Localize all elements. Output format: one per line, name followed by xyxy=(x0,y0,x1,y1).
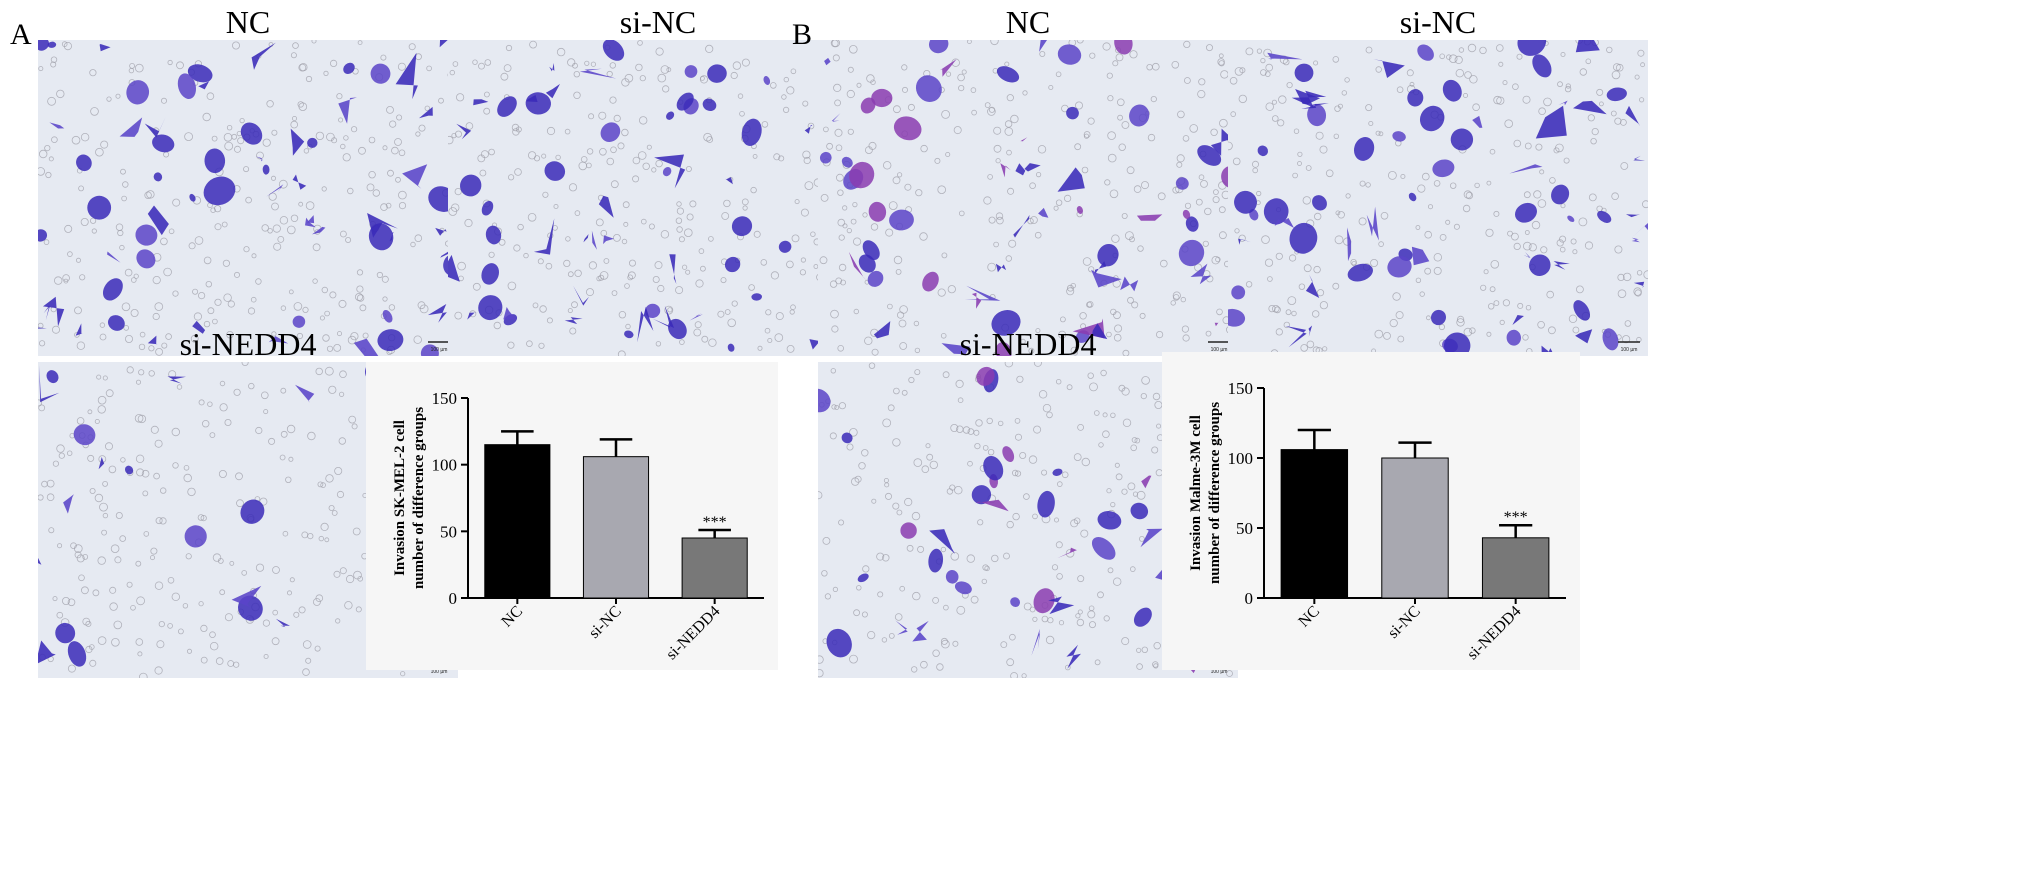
y-tick-label: 0 xyxy=(449,589,458,608)
image-title-b-si-nedd4: si-NEDD4 xyxy=(959,326,1097,362)
svg-text:100 µm: 100 µm xyxy=(1211,347,1228,353)
bar-chart-a: 0 50 100 150 Invasion SK-MEL-2 cell number of… xyxy=(366,362,778,670)
x-tick-label: si-NEDD4 xyxy=(1464,603,1524,663)
micrograph-b-si-nc: 100 µm xyxy=(1228,40,1648,356)
y-axis-label-line2: number of difference groups xyxy=(411,407,427,589)
micrograph-a-nc: 100 µm xyxy=(38,40,458,356)
bar-si-nc xyxy=(1381,457,1449,599)
x-tick-label: NC xyxy=(1295,603,1323,631)
svg-text:100 µm: 100 µm xyxy=(1211,669,1228,675)
svg-text:100 µm: 100 µm xyxy=(431,669,448,675)
x-tick-label: si-NEDD4 xyxy=(663,603,723,663)
x-tick-label: si-NC xyxy=(1385,603,1424,642)
bar-nc xyxy=(484,444,551,599)
image-title-a-si-nedd4: si-NEDD4 xyxy=(179,326,317,362)
micrograph-a-si-nc: 100 µm xyxy=(448,40,868,356)
svg-text:100 µm: 100 µm xyxy=(431,347,448,353)
bar-chart-b: 0 50 100 150 Invasion Malme-3M cell number of… xyxy=(1162,352,1580,670)
bar-si-nedd4 xyxy=(681,537,748,599)
svg-text:100 µm: 100 µm xyxy=(1621,347,1638,353)
image-title-b-nc: NC xyxy=(1005,4,1051,40)
y-tick-label: 100 xyxy=(432,456,458,475)
y-tick-label: 150 xyxy=(1228,379,1254,398)
panel-label-b: B xyxy=(792,18,813,51)
significance-label: *** xyxy=(703,514,727,531)
y-axis-label-line2: number of difference groups xyxy=(1207,402,1223,584)
y-tick-label: 150 xyxy=(432,389,458,408)
bar-nc xyxy=(1280,449,1349,599)
y-axis-label: Invasion Malme-3M cell xyxy=(1188,415,1204,571)
bar-si-nc xyxy=(582,456,650,599)
y-tick-label: 50 xyxy=(440,522,457,541)
y-axis-label: Invasion SK-MEL-2 cell xyxy=(392,420,408,576)
image-title-b-si-nc: si-NC xyxy=(1399,4,1477,40)
y-tick-label: 0 xyxy=(1245,589,1254,608)
micrograph-b-nc: 100 µm xyxy=(818,40,1238,356)
significance-label: *** xyxy=(1504,509,1528,526)
image-title-a-si-nc: si-NC xyxy=(619,4,697,40)
bar-si-nedd4 xyxy=(1481,537,1550,599)
image-title-a-nc: NC xyxy=(225,4,271,40)
x-tick-label: si-NC xyxy=(586,603,625,642)
y-tick-label: 50 xyxy=(1236,519,1253,538)
x-tick-label: NC xyxy=(498,603,526,631)
panel-label-a: A xyxy=(10,18,32,51)
y-tick-label: 100 xyxy=(1228,449,1254,468)
